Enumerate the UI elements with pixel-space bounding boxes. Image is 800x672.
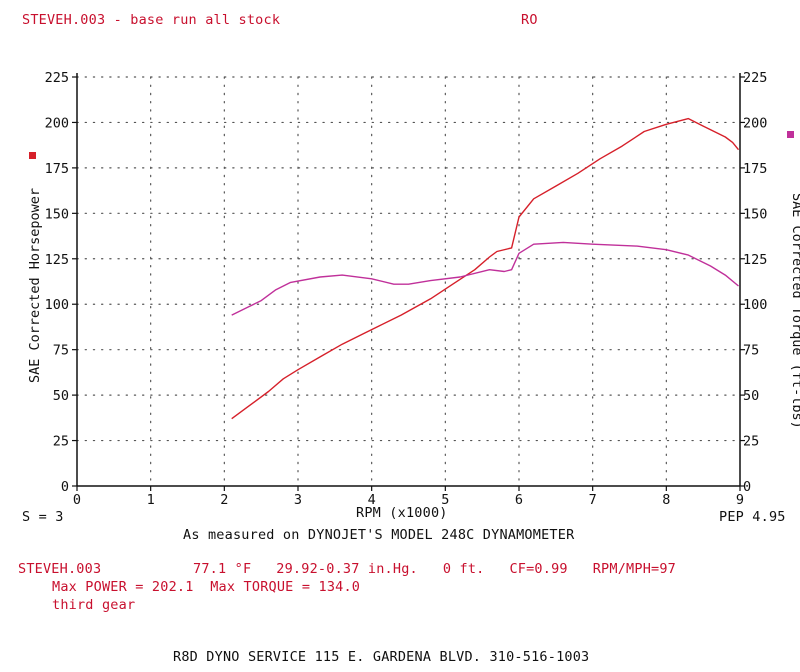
smoothing-label: S = 3 — [22, 509, 64, 525]
y-tick-label-left: 225 — [45, 70, 69, 86]
horsepower-legend-swatch — [29, 152, 36, 159]
gear-label: third gear — [52, 597, 136, 613]
x-tick-label: 7 — [589, 492, 597, 508]
run-tag: RO — [521, 12, 538, 28]
torque-line — [231, 241, 739, 316]
y-tick-label-right: 25 — [743, 434, 759, 450]
torque-legend-swatch — [787, 131, 794, 138]
x-tick-label: 8 — [662, 492, 670, 508]
y-axis-label-left: SAE Corrected Horsepower — [27, 187, 43, 383]
x-tick-label: 1 — [147, 492, 155, 508]
y-tick-label-left: 50 — [53, 388, 69, 404]
pep-label: PEP 4.95 — [719, 509, 786, 525]
run-file-name: STEVEH.003 — [18, 561, 102, 577]
max-values: Max POWER = 202.1 Max TORQUE = 134.0 — [52, 579, 361, 595]
y-tick-label-left: 175 — [45, 161, 69, 177]
y-tick-label-left: 0 — [61, 479, 69, 495]
y-tick-label-right: 50 — [743, 388, 759, 404]
shop-info: R8D DYNO SERVICE 115 E. GARDENA BLVD. 31… — [173, 649, 590, 665]
x-tick-label: 3 — [294, 492, 302, 508]
y-tick-label-left: 100 — [45, 297, 69, 313]
y-tick-label-right: 175 — [743, 161, 767, 177]
y-tick-label-left: 25 — [53, 434, 69, 450]
dyno-model-label: As measured on DYNOJET'S MODEL 248C DYNA… — [183, 527, 575, 543]
y-tick-label-left: 125 — [45, 252, 69, 268]
y-tick-label-right: 200 — [743, 115, 767, 131]
y-tick-label-right: 125 — [743, 252, 767, 268]
y-tick-label-right: 150 — [743, 206, 767, 222]
run-conditions: 77.1 °F 29.92-0.37 in.Hg. 0 ft. CF=0.99 … — [193, 561, 677, 577]
x-axis-label: RPM (x1000) — [356, 505, 448, 521]
y-tick-label-left: 75 — [53, 343, 69, 359]
x-tick-label: 6 — [515, 492, 523, 508]
x-tick-label: 5 — [441, 492, 449, 508]
x-tick-label: 4 — [368, 492, 376, 508]
y-tick-label-right: 75 — [743, 343, 759, 359]
horsepower-line — [231, 117, 740, 420]
y-tick-label-left: 150 — [45, 206, 69, 222]
x-tick-label: 2 — [220, 492, 228, 508]
y-tick-label-left: 200 — [45, 115, 69, 131]
y-axis-label-right: SAE Corrected Torque (ft-lbs) — [789, 193, 800, 429]
x-tick-label: 0 — [73, 492, 81, 508]
chart-title: STEVEH.003 - base run all stock — [22, 12, 281, 28]
y-tick-label-right: 225 — [743, 70, 767, 86]
x-tick-label: 9 — [736, 492, 744, 508]
y-tick-label-right: 100 — [743, 297, 767, 313]
y-tick-label-right: 0 — [743, 479, 751, 495]
